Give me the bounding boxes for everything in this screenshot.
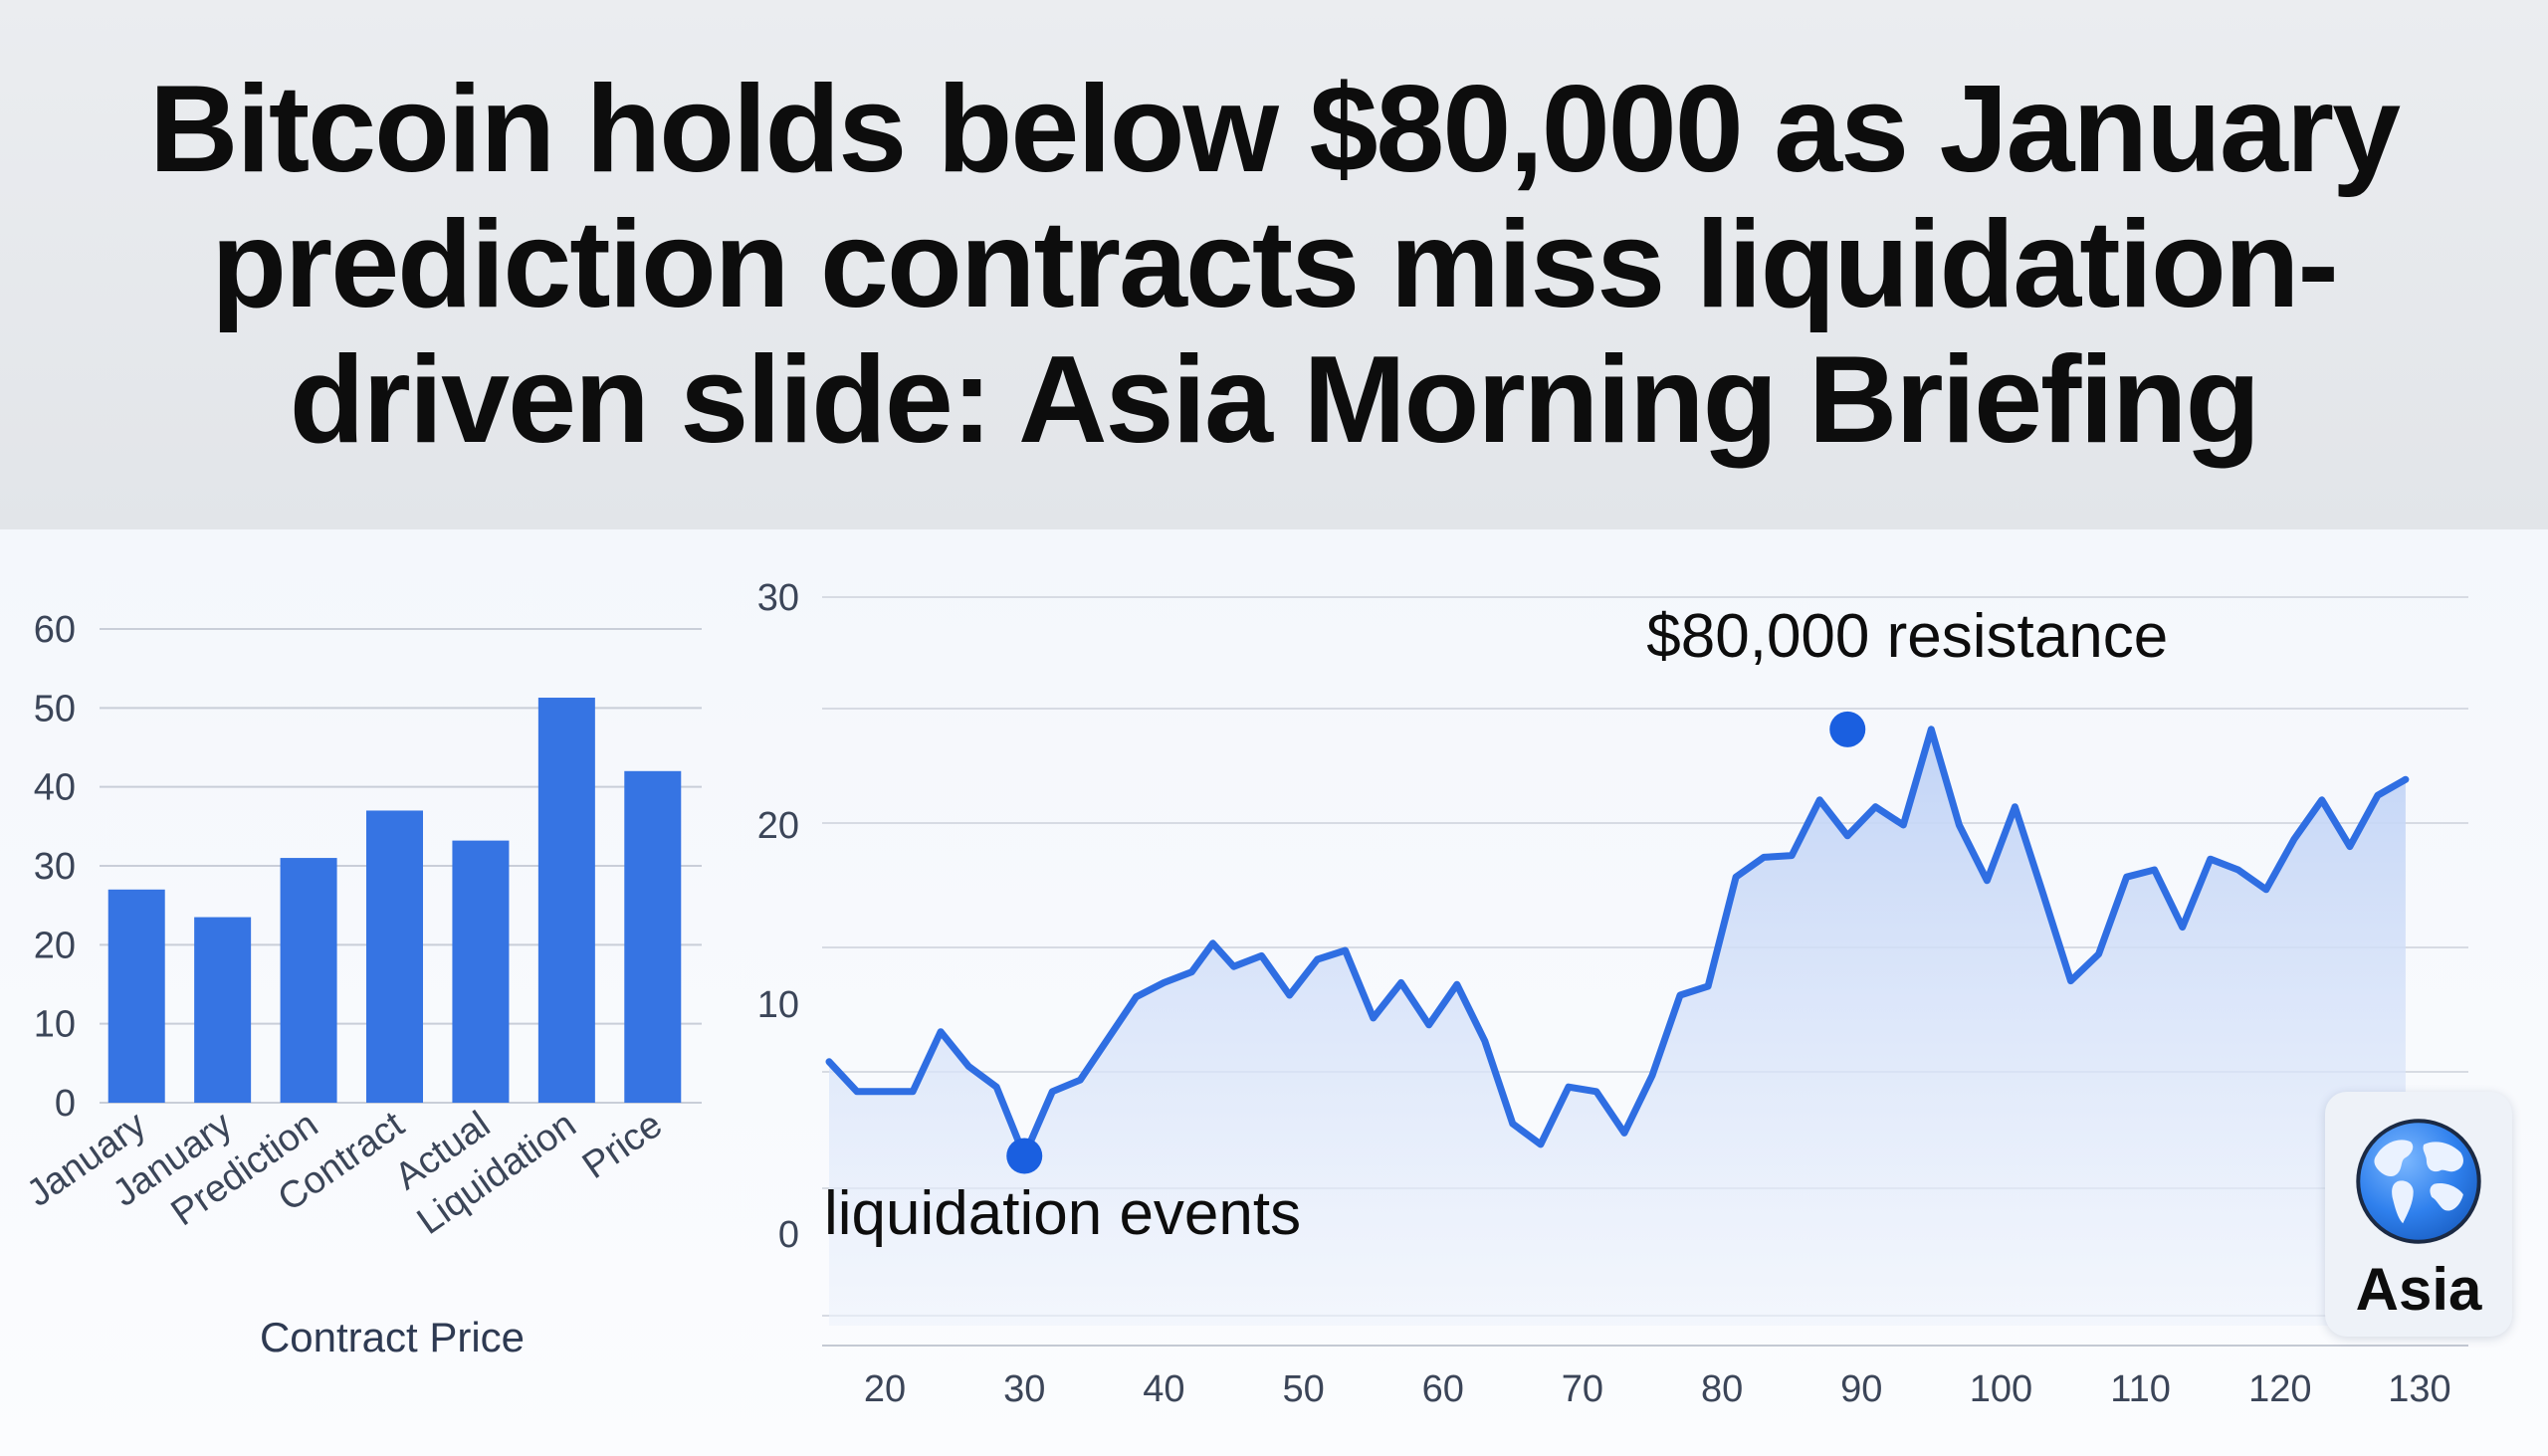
bar-y-tick-label: 20 xyxy=(34,925,76,966)
line-y-tick-label: 10 xyxy=(757,984,799,1026)
bar xyxy=(537,698,595,1103)
line-y-tick-label: 20 xyxy=(757,805,799,847)
series-line xyxy=(825,726,2410,1159)
annotation-label: liquidation events xyxy=(824,1179,1301,1248)
line-x-tick-label: 60 xyxy=(1422,1368,1464,1410)
line-x-tick-label: 120 xyxy=(2248,1368,2311,1410)
bar xyxy=(452,840,510,1103)
area-chart: 0 10 20 30 20 30 40 50 60 70 80 90 100 110 120 130 $80,0… xyxy=(757,577,2468,1410)
bar-y-tick-label: 60 xyxy=(34,609,76,651)
line-x-tick-label: 20 xyxy=(864,1368,906,1410)
line-x-tick-label: 100 xyxy=(1970,1368,2032,1410)
annotation-marker xyxy=(1829,711,1866,747)
bar xyxy=(366,810,423,1103)
bar-chart: 0102030405060JanuaryJanuaryPredictionCon… xyxy=(20,609,702,1360)
line-y-tick-label: 0 xyxy=(778,1214,799,1256)
header-banner: Bitcoin holds below $80,000 as January p… xyxy=(0,0,2548,529)
annotation-label: $80,000 resistance xyxy=(1646,602,2168,671)
headline: Bitcoin holds below $80,000 as January p… xyxy=(148,61,2401,469)
bar-category-label: Price xyxy=(575,1104,670,1187)
line-y-tick-label: 30 xyxy=(757,577,799,619)
line-x-tick-label: 80 xyxy=(1701,1368,1743,1410)
bar xyxy=(280,858,337,1103)
bar xyxy=(624,770,682,1103)
line-x-tick-label: 50 xyxy=(1282,1368,1324,1410)
line-x-tick-label: 70 xyxy=(1562,1368,1603,1410)
area-fill xyxy=(829,728,2406,1326)
line-x-tick-label: 30 xyxy=(1003,1368,1045,1410)
annotation-marker xyxy=(1006,1138,1043,1174)
bar-y-tick-label: 0 xyxy=(55,1083,76,1125)
line-x-tick-label: 90 xyxy=(1840,1368,1882,1410)
bar xyxy=(107,889,165,1103)
bar-x-axis-title: Contract Price xyxy=(260,1314,525,1360)
asia-label: Asia xyxy=(2355,1256,2482,1323)
chart-area: 0 10 20 30 40 50 60 January January Prediction Con… xyxy=(0,529,2548,1456)
line-x-tick-label: 110 xyxy=(2110,1368,2171,1410)
bar-y-tick-label: 50 xyxy=(34,688,76,729)
bar xyxy=(194,917,252,1103)
bar-y-tick-label: 40 xyxy=(34,767,76,809)
charts-canvas: 0102030405060JanuaryJanuaryPredictionCon… xyxy=(20,577,2468,1410)
bar-y-tick-label: 10 xyxy=(34,1004,76,1046)
asia-badge: Asia xyxy=(2325,1092,2512,1337)
line-x-tick-label: 130 xyxy=(2388,1368,2450,1410)
line-x-tick-label: 40 xyxy=(1143,1368,1184,1410)
globe-icon xyxy=(2356,1119,2481,1244)
bar-y-tick-label: 30 xyxy=(34,846,76,888)
